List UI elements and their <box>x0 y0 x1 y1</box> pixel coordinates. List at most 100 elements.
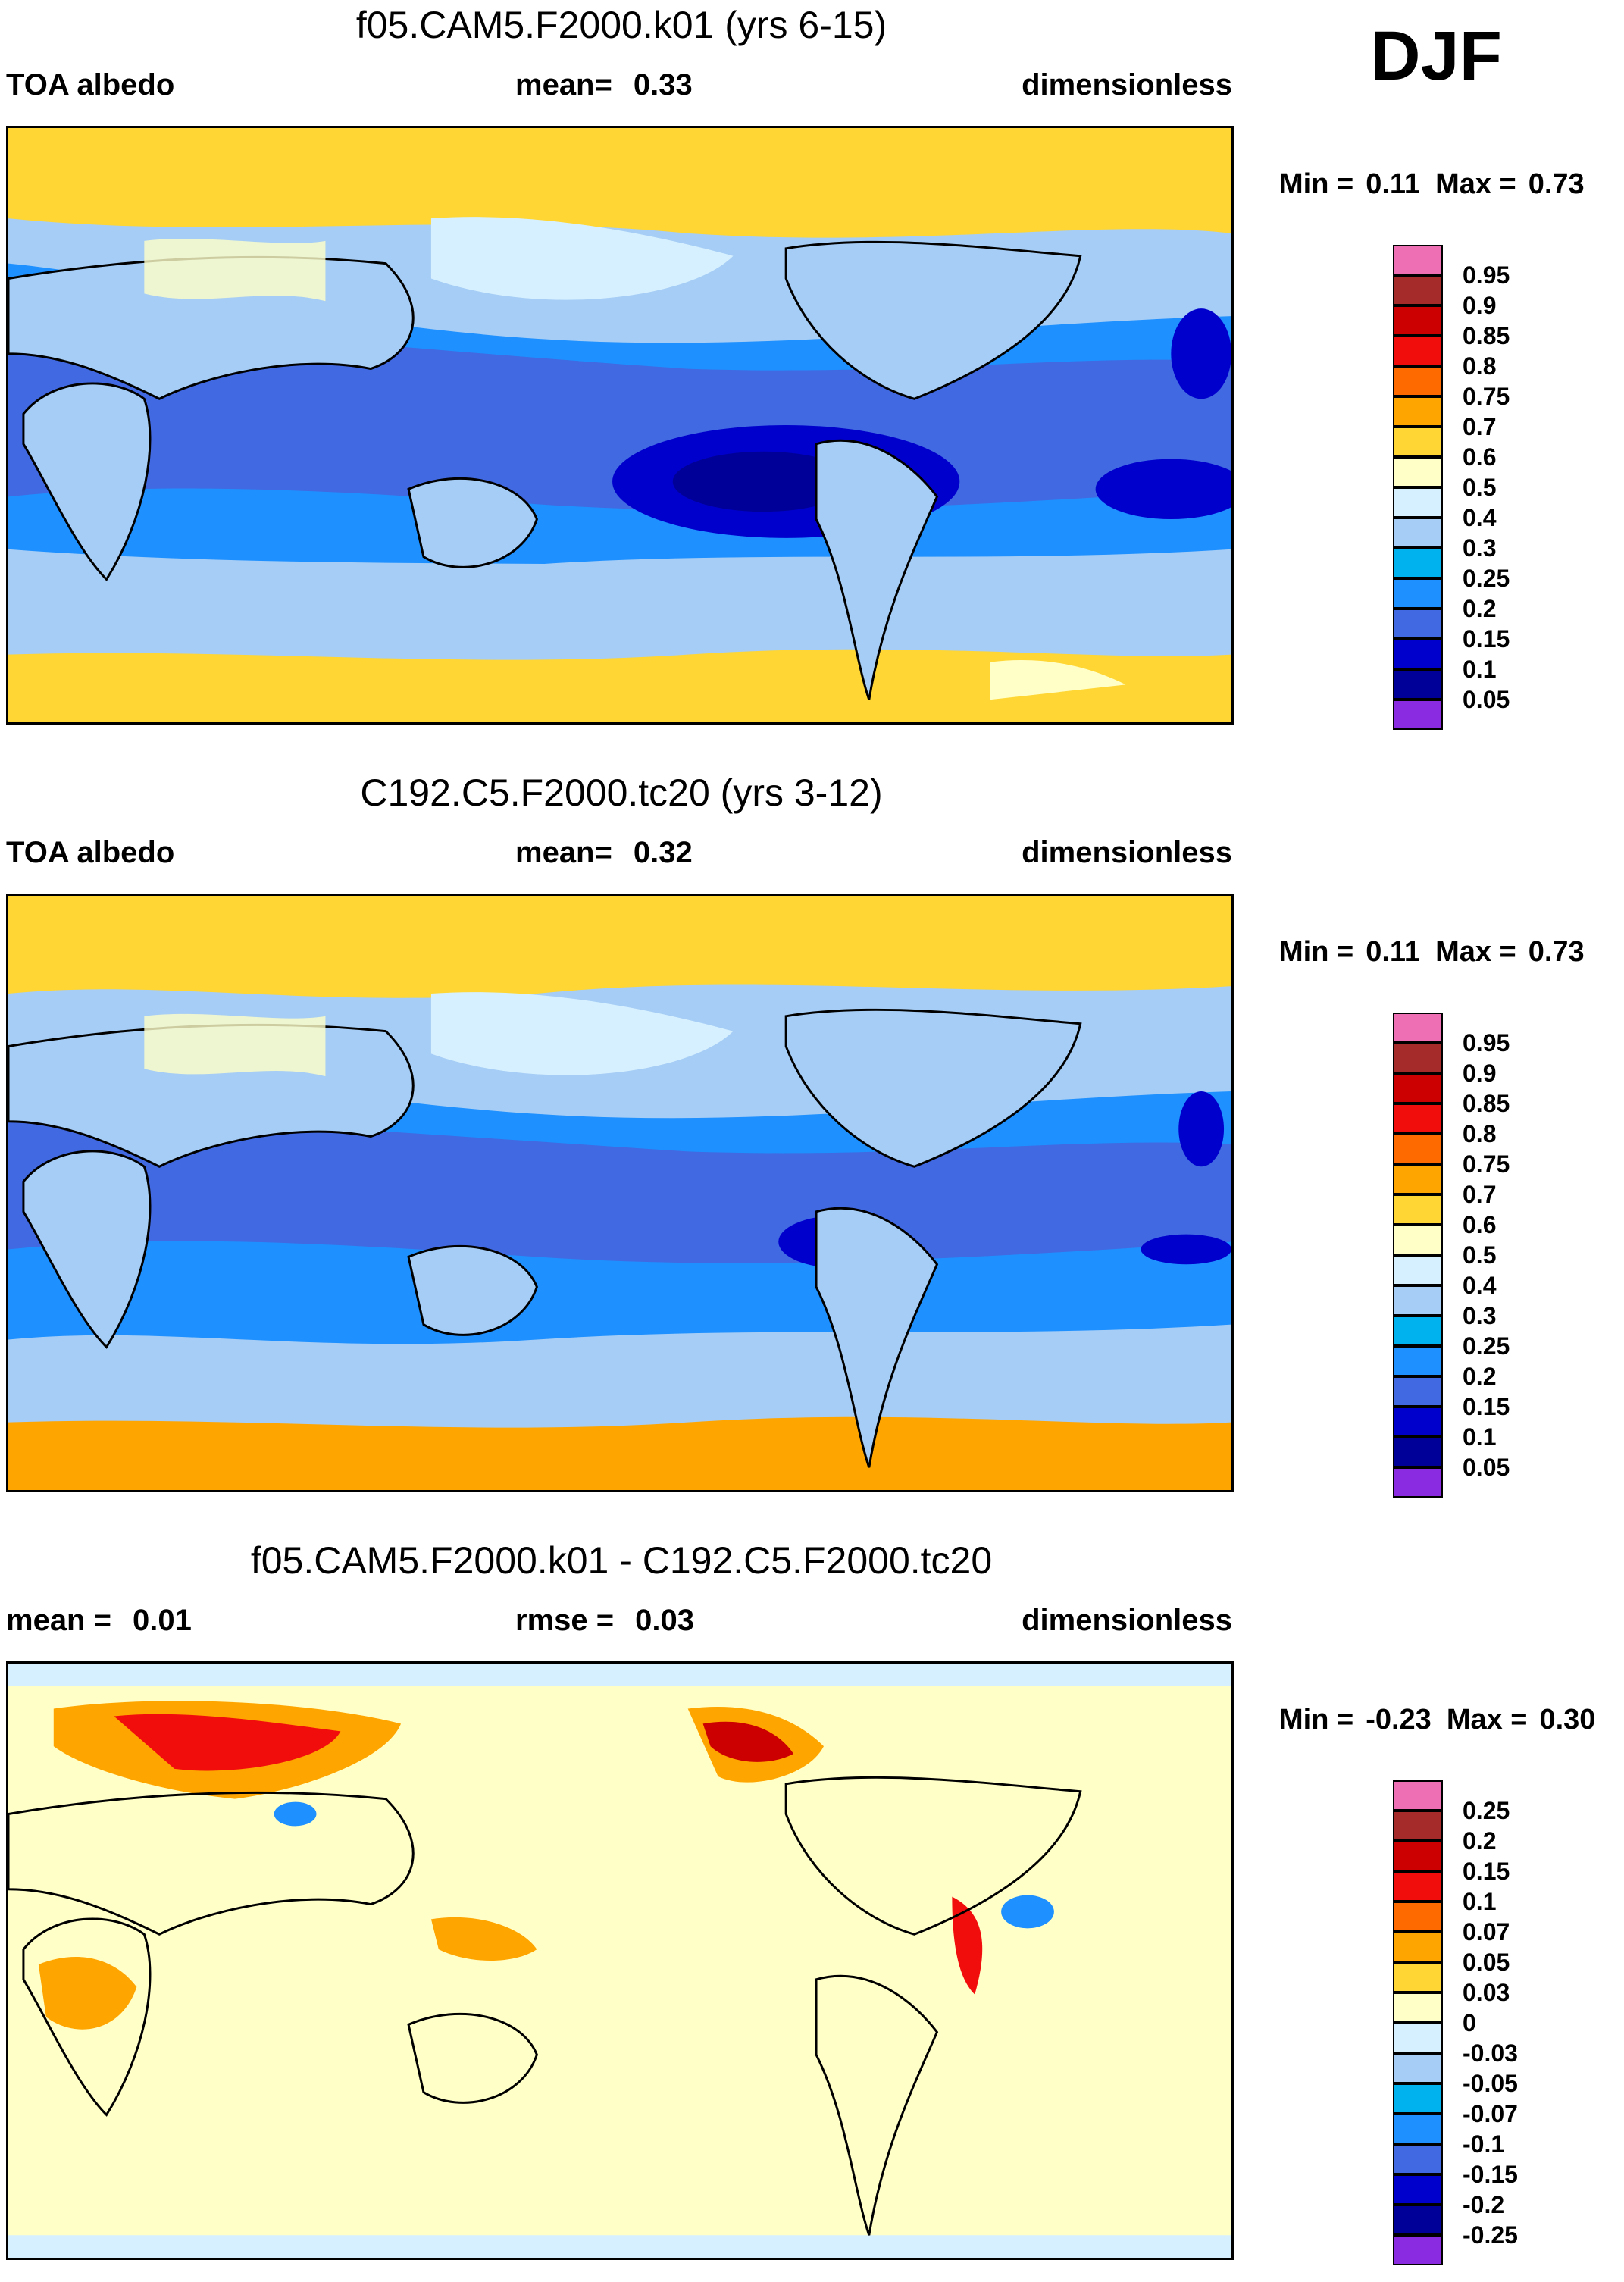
legend-swatch <box>1393 487 1443 518</box>
legend-swatch <box>1393 2083 1443 2114</box>
variable-label: TOA albedo <box>6 837 174 868</box>
season-label: DJF <box>1370 17 1502 95</box>
legend-swatch <box>1393 1407 1443 1437</box>
legend-swatch <box>1393 1376 1443 1407</box>
legend-swatch <box>1393 2144 1443 2174</box>
legend-level-label: 0.05 <box>1463 686 1510 713</box>
min-label: Min = <box>1279 168 1354 200</box>
min-value: 0.11 <box>1366 936 1421 968</box>
mean-label: mean= <box>515 836 612 869</box>
max-value: 0.73 <box>1528 936 1585 968</box>
legend-swatch <box>1393 1811 1443 1841</box>
legend-level-label: 0.15 <box>1463 625 1510 653</box>
legend-swatch <box>1393 2205 1443 2235</box>
legend-level-label: 0.2 <box>1463 1827 1497 1855</box>
legend-swatch <box>1393 2023 1443 2053</box>
legend-swatch <box>1393 1134 1443 1164</box>
legend-swatch <box>1393 2174 1443 2205</box>
legend-swatch <box>1393 2053 1443 2083</box>
legend-swatch <box>1393 1962 1443 1992</box>
legend-swatch <box>1393 1467 1443 1498</box>
legend-swatch <box>1393 2235 1443 2265</box>
legend-level-label: 0.6 <box>1463 1211 1497 1238</box>
max-label: Max = <box>1435 936 1516 968</box>
max-value: 0.30 <box>1539 1704 1596 1736</box>
legend-level-label: -0.25 <box>1463 2221 1518 2249</box>
legend-level-label: -0.15 <box>1463 2161 1518 2188</box>
legend-level-label: 0.25 <box>1463 1797 1510 1824</box>
legend-swatch <box>1393 1316 1443 1346</box>
rmse-value: 0.03 <box>635 1604 694 1637</box>
legend-level-label: 0.03 <box>1463 1979 1510 2006</box>
legend-swatch <box>1393 1103 1443 1134</box>
min-max-readout: Min = 0.11 Max = 0.73 <box>1279 170 1585 199</box>
legend-swatch <box>1393 396 1443 427</box>
mean-value: 0.01 <box>132 1604 192 1637</box>
legend-swatch <box>1393 1871 1443 1902</box>
units-label: dimensionless <box>1022 836 1232 869</box>
legend-swatch <box>1393 609 1443 639</box>
legend-swatch <box>1393 639 1443 669</box>
legend-level-label: 0.5 <box>1463 1241 1497 1269</box>
variable-label: TOA albedo <box>6 70 174 100</box>
legend-swatch <box>1393 700 1443 730</box>
rmse-label: rmse = <box>515 1604 615 1637</box>
mean-label: mean = <box>6 1604 111 1637</box>
legend-level-label: 0.3 <box>1463 534 1497 562</box>
units-label: dimensionless <box>1022 1604 1232 1637</box>
albedo-map <box>6 126 1234 725</box>
max-label: Max = <box>1435 168 1516 200</box>
legend-level-label: 0.4 <box>1463 1272 1497 1299</box>
legend-level-label: 0.1 <box>1463 656 1497 683</box>
legend-level-label: 0.3 <box>1463 1302 1497 1329</box>
legend-level-label: 0.8 <box>1463 1120 1497 1147</box>
legend-level-label: 0.05 <box>1463 1949 1510 1976</box>
mean-label: mean= <box>515 68 612 102</box>
legend-level-label: 0.4 <box>1463 504 1497 531</box>
legend-level-label: 0.9 <box>1463 1060 1497 1087</box>
legend-swatch <box>1393 578 1443 609</box>
legend-swatch <box>1393 2114 1443 2144</box>
legend-level-label: 0.75 <box>1463 383 1510 410</box>
legend-level-label: 0.7 <box>1463 413 1497 440</box>
legend-level-label: 0.5 <box>1463 474 1497 501</box>
legend-level-label: 0.6 <box>1463 443 1497 471</box>
legend-level-label: 0.95 <box>1463 261 1510 289</box>
min-max-readout: Min = -0.23 Max = 0.30 <box>1279 1705 1595 1734</box>
legend-level-label: 0.9 <box>1463 292 1497 319</box>
legend-swatch <box>1393 669 1443 700</box>
legend-level-label: 0.7 <box>1463 1181 1497 1208</box>
legend-level-label: 0 <box>1463 2009 1476 2036</box>
legend-level-label: -0.03 <box>1463 2039 1518 2067</box>
legend-swatch <box>1393 1841 1443 1871</box>
legend-level-label: 0.2 <box>1463 595 1497 622</box>
legend-level-label: 0.1 <box>1463 1423 1497 1451</box>
legend-swatch <box>1393 1780 1443 1811</box>
legend-swatch <box>1393 1437 1443 1467</box>
max-value: 0.73 <box>1528 168 1585 200</box>
legend-swatch <box>1393 457 1443 487</box>
legend-swatch <box>1393 1194 1443 1225</box>
legend-swatch <box>1393 245 1443 275</box>
legend-swatch <box>1393 548 1443 578</box>
panel-title: C192.C5.F2000.tc20 (yrs 3-12) <box>360 772 883 814</box>
min-value: 0.11 <box>1366 168 1421 200</box>
legend-level-label: 0.07 <box>1463 1918 1510 1945</box>
legend-level-label: 0.15 <box>1463 1393 1510 1420</box>
legend-level-label: 0.8 <box>1463 352 1497 380</box>
legend-swatch <box>1393 1225 1443 1255</box>
min-max-readout: Min = 0.11 Max = 0.73 <box>1279 938 1585 966</box>
legend-swatch <box>1393 1285 1443 1316</box>
min-label: Min = <box>1279 936 1354 968</box>
legend-level-label: 0.25 <box>1463 1332 1510 1360</box>
legend-swatch <box>1393 1043 1443 1073</box>
difference-map <box>6 1661 1234 2260</box>
legend-swatch <box>1393 275 1443 305</box>
albedo-map <box>6 894 1234 1492</box>
mean-readout: mean= 0.33 <box>515 70 693 100</box>
mean-value: 0.32 <box>633 836 693 869</box>
min-label: Min = <box>1279 1704 1354 1736</box>
legend-swatch <box>1393 427 1443 457</box>
legend-swatch <box>1393 1992 1443 2023</box>
mean-value: 0.33 <box>633 68 693 102</box>
